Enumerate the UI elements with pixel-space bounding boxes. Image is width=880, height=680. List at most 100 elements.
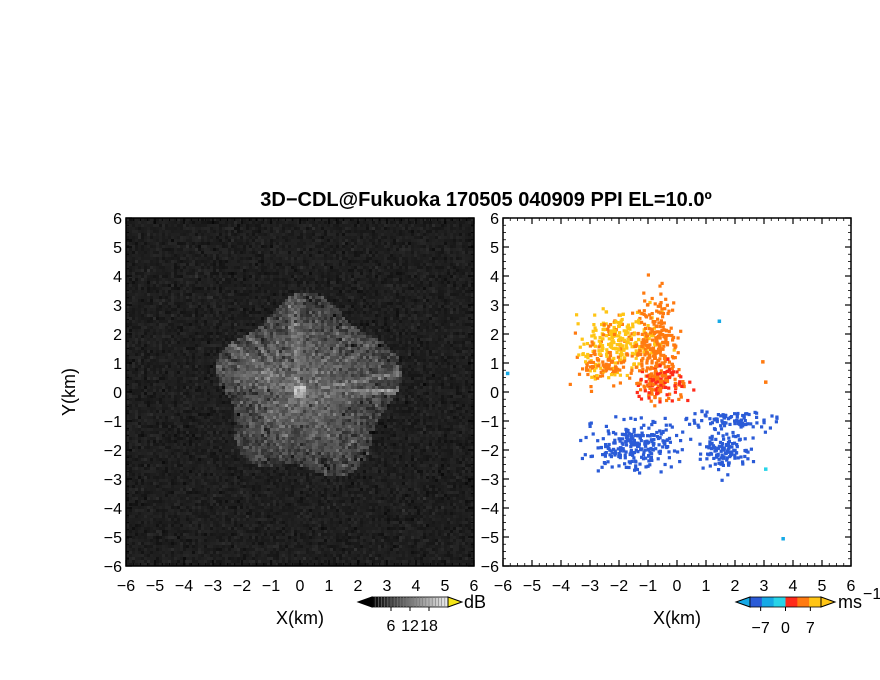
velocity-pixel — [613, 329, 617, 333]
velocity-pixel — [606, 327, 610, 331]
velocity-pixel — [645, 439, 649, 443]
velocity-pixel — [712, 456, 716, 460]
velocity-pixel — [655, 374, 659, 379]
velocity-pixel — [620, 322, 624, 326]
snr-x-axis-label: X(km) — [276, 608, 324, 628]
velocity-pixel — [646, 441, 650, 445]
velocity-pixel — [735, 451, 739, 455]
velocity-pixel — [637, 394, 641, 398]
velocity-pixel — [727, 441, 731, 445]
y-tick-label: 1 — [113, 356, 122, 373]
velocity-pixel — [755, 415, 759, 419]
velocity-pixel — [717, 444, 721, 448]
velocity-pixel — [584, 360, 588, 364]
velocity-pixel — [682, 382, 686, 386]
velocity-pixel — [657, 388, 661, 392]
velocity-pixel — [662, 383, 666, 387]
velocity-pixel — [721, 463, 725, 467]
velocity-pixel — [632, 362, 636, 366]
velocity-pixel — [638, 347, 642, 351]
velocity-pixel — [658, 397, 662, 401]
velocity-pixel — [641, 338, 645, 343]
velocity-pixel — [599, 446, 603, 450]
velocity-pixel — [656, 347, 661, 351]
velocity-pixel — [670, 333, 674, 338]
velocity-pixel — [650, 338, 655, 342]
velocity-pixel — [658, 451, 662, 455]
velocity-pixel — [645, 303, 650, 307]
velocity-pixel — [638, 471, 642, 475]
velocity-pixel — [735, 413, 739, 417]
velocity-pixel — [655, 435, 660, 439]
velocity-pixel — [640, 362, 644, 366]
velocity-pixel — [652, 433, 656, 437]
velocity-pixel — [585, 342, 590, 346]
velocity-pixel — [656, 351, 660, 355]
x-tick-label: 2 — [731, 578, 740, 595]
velocity-pixel — [632, 427, 636, 432]
velocity-pixel — [738, 437, 742, 441]
velocity-pixel — [658, 330, 662, 334]
velocity-pixel — [643, 389, 647, 393]
velocity-pixel — [625, 346, 629, 350]
velocity-pixel — [658, 324, 662, 329]
velocity-pixel — [672, 301, 676, 305]
velocity-pixel — [590, 340, 594, 344]
velocity-pixel — [668, 392, 672, 396]
velocity-pixel — [720, 444, 724, 449]
velocity-pixel — [656, 384, 660, 388]
velocity-pixel — [656, 372, 660, 376]
velocity-pixel — [633, 468, 637, 472]
velocity-pixel — [700, 419, 704, 423]
velocity-pixel — [615, 361, 619, 365]
velocity-pixel — [630, 332, 634, 336]
velocity-pixel — [607, 350, 611, 355]
velocity-pixel — [623, 462, 627, 466]
velocity-pixel — [638, 369, 642, 373]
velocity-pixel — [665, 438, 669, 442]
velocity-pixel — [675, 433, 679, 438]
velocity-pixel — [737, 422, 742, 426]
velocity-pixel — [660, 281, 664, 285]
velocity-pixel — [663, 462, 667, 467]
x-tick-label: 0 — [296, 578, 305, 595]
velocity-pixel — [719, 414, 723, 418]
velocity-pixel — [588, 365, 593, 369]
velocity-pixel — [589, 385, 593, 389]
velocity-pixel — [663, 416, 667, 420]
velocity-pixel — [678, 460, 682, 464]
velocity-pixel — [650, 351, 654, 355]
velocity-pixel — [689, 437, 693, 441]
x-tick-label: 6 — [470, 578, 479, 595]
velocity-pixel — [724, 451, 728, 456]
velocity-pixel — [622, 338, 626, 342]
velocity-pixel — [679, 395, 683, 399]
velocity-pixel — [644, 315, 649, 319]
velocity-pixel — [659, 301, 663, 305]
velocity-pixel — [647, 454, 651, 458]
velocity-pixel — [749, 422, 753, 426]
velocity-pixel — [619, 354, 623, 358]
velocity-pixel — [617, 334, 621, 338]
x-tick-label: −5 — [146, 578, 164, 595]
velocity-pixel — [651, 320, 655, 324]
velocity-pixel — [645, 340, 649, 344]
velocity-pixel — [710, 437, 714, 441]
velocity-pixel — [622, 449, 626, 453]
velocity-pixel — [661, 430, 665, 434]
velocity-pixel — [622, 417, 626, 422]
velocity-pixel — [642, 322, 647, 326]
velocity-pixel — [644, 456, 648, 460]
velocity-pixel — [646, 374, 650, 378]
velocity-pixel — [650, 439, 654, 444]
velocity-pixel — [601, 337, 605, 341]
velocity-pixel — [652, 322, 656, 326]
velocity-pixel — [638, 349, 642, 353]
y-tick-label: 5 — [490, 240, 499, 257]
velocity-pixel — [611, 346, 615, 350]
velocity-pixel — [673, 356, 677, 360]
velocity-pixel — [608, 453, 612, 457]
velocity-pixel — [604, 443, 608, 447]
velocity-pixel — [720, 447, 724, 451]
velocity-pixel — [588, 344, 592, 348]
